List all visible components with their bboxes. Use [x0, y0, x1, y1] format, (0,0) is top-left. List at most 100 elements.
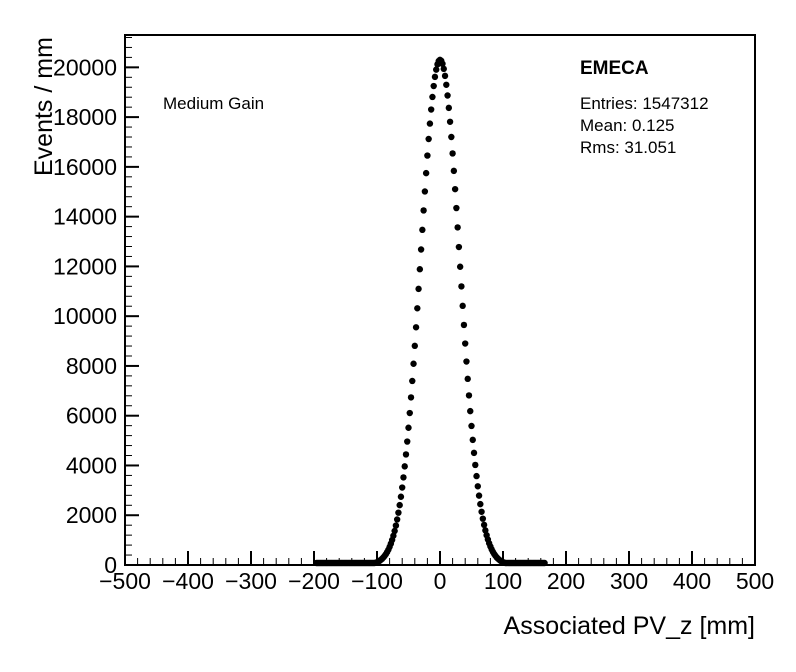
data-point — [464, 375, 471, 383]
x-tick-label: 400 — [673, 568, 711, 594]
data-point — [454, 224, 461, 231]
data-point — [474, 483, 481, 490]
data-point — [470, 449, 478, 457]
x-tick-label: 200 — [547, 568, 585, 594]
y-tick-label: 16000 — [53, 154, 117, 180]
data-point — [395, 509, 402, 516]
data-point — [451, 185, 459, 193]
x-tick-label: 100 — [484, 568, 522, 594]
data-point — [445, 104, 453, 112]
data-point — [404, 438, 411, 445]
y-tick-label: 0 — [104, 552, 117, 578]
data-point — [479, 515, 487, 522]
data-point — [427, 106, 435, 113]
plot-frame — [124, 34, 756, 566]
y-tick-label: 20000 — [53, 54, 117, 80]
data-point — [472, 461, 479, 469]
region-label: EMECA — [580, 58, 649, 79]
x-tick-label: 0 — [434, 568, 447, 594]
data-point — [406, 409, 413, 417]
data-point — [402, 451, 410, 458]
y-tick-label: 6000 — [66, 403, 117, 429]
data-point — [458, 283, 465, 290]
data-point — [467, 407, 474, 415]
data-point — [429, 93, 436, 101]
data-point — [390, 532, 397, 539]
data-point — [443, 81, 450, 88]
y-tick-label: 2000 — [66, 502, 117, 528]
data-point — [473, 472, 480, 480]
data-point — [409, 377, 416, 385]
x-tick-label: −200 — [288, 568, 340, 594]
data-point — [440, 65, 447, 73]
data-point — [433, 66, 440, 73]
data-point — [460, 321, 468, 329]
data-point — [415, 285, 422, 293]
data-point — [541, 559, 548, 567]
data-point — [397, 493, 405, 500]
data-point — [468, 422, 475, 430]
data-point — [420, 207, 427, 214]
data-point — [482, 527, 489, 534]
y-tick-label: 12000 — [53, 253, 117, 279]
data-point — [450, 167, 458, 175]
gain-label: Medium Gain — [163, 94, 265, 113]
data-point — [396, 501, 403, 509]
data-point — [465, 392, 473, 399]
data-point — [400, 474, 407, 481]
x-tick-label: 300 — [610, 568, 648, 594]
data-point — [414, 305, 421, 312]
data-point — [411, 342, 418, 350]
data-point — [412, 324, 420, 331]
x-tick-label: −100 — [351, 568, 403, 594]
data-point — [448, 133, 455, 141]
data-point — [419, 226, 426, 234]
data-point — [417, 246, 425, 253]
data-point — [426, 120, 434, 127]
data-point — [416, 266, 424, 273]
data-point — [401, 463, 408, 470]
y-tick-label: 10000 — [53, 303, 117, 329]
data-point — [391, 527, 398, 535]
data-point — [407, 394, 415, 401]
x-tick-label: 500 — [736, 568, 774, 594]
data-point — [430, 82, 437, 90]
data-point — [478, 508, 485, 515]
data-point — [463, 358, 470, 365]
data-point — [446, 118, 454, 125]
x-tick-label: −500 — [99, 568, 151, 594]
x-tick-label: −300 — [225, 568, 277, 594]
data-point — [462, 340, 469, 347]
data-point — [399, 484, 406, 491]
data-point — [422, 169, 430, 177]
x-tick-label: −400 — [162, 568, 214, 594]
x-axis-title: Associated PV_z [mm] — [503, 612, 755, 640]
data-point — [431, 73, 439, 81]
y-tick-label: 18000 — [53, 104, 117, 130]
stats-entries: Entries: 1547312 — [580, 94, 709, 113]
data-point — [425, 135, 432, 143]
y-axis-title: Events / mm — [30, 37, 58, 176]
stats-rms: Rms: 31.051 — [580, 138, 677, 157]
y-tick-label: 8000 — [66, 353, 117, 379]
data-point — [392, 522, 400, 529]
data-point — [441, 72, 449, 80]
data-point — [459, 302, 466, 310]
data-point — [477, 500, 484, 508]
data-point — [405, 424, 412, 431]
y-tick-label: 14000 — [53, 204, 117, 230]
data-point — [453, 204, 460, 212]
data-point — [456, 263, 464, 270]
data-point — [439, 60, 446, 68]
data-point — [469, 436, 476, 444]
data-point — [455, 243, 463, 251]
data-point — [444, 92, 451, 99]
data-point — [393, 516, 401, 523]
data-point — [421, 188, 429, 195]
stats-mean: Mean: 0.125 — [580, 116, 675, 135]
data-point — [410, 360, 417, 367]
data-point — [449, 150, 456, 157]
data-point — [475, 492, 483, 499]
data-point — [424, 152, 431, 159]
